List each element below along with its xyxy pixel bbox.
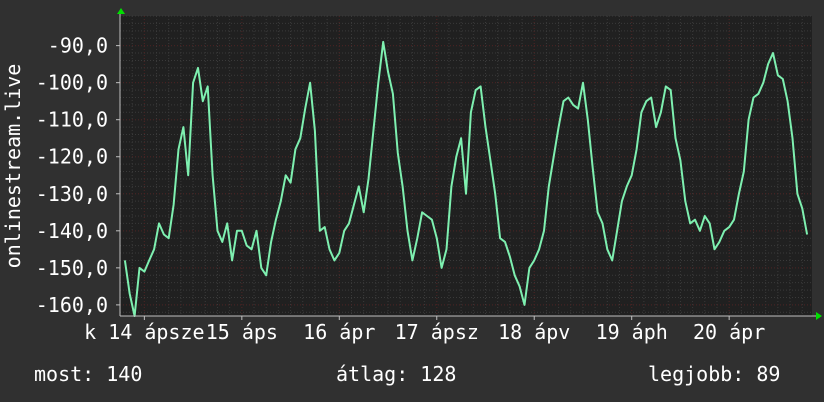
y-tick-label: -140,0	[36, 219, 108, 243]
x-tick-label: 20 ápr	[693, 320, 765, 344]
x-tick-label: 15 áps	[206, 320, 278, 344]
y-tick-label: -130,0	[36, 182, 108, 206]
y-tick-label: -120,0	[36, 145, 108, 169]
x-tick-label: 19 áph	[596, 320, 668, 344]
y-tick-label: -160,0	[36, 293, 108, 317]
x-tick-label: 17 ápsz	[395, 320, 479, 344]
x-tick-label: k 14 ápsze	[84, 320, 204, 344]
x-axis-arrow	[816, 312, 822, 320]
stat-current: most: 140	[34, 362, 143, 386]
stat-average: átlag: 128	[336, 362, 457, 386]
y-tick-label: -110,0	[36, 108, 108, 132]
y-tick-label: -150,0	[36, 256, 108, 280]
y-tick-label: -100,0	[36, 71, 108, 95]
y-axis-arrow	[117, 8, 125, 14]
plot-area	[120, 16, 812, 316]
stat-best: legjobb: 89	[648, 362, 781, 386]
x-tick-label: 18 ápv	[498, 320, 570, 344]
series-line	[123, 40, 809, 317]
x-tick-label: 16 ápr	[303, 320, 375, 344]
y-axis-label: onlinestream.live	[1, 64, 25, 269]
y-tick-label: -90,0	[48, 34, 108, 58]
